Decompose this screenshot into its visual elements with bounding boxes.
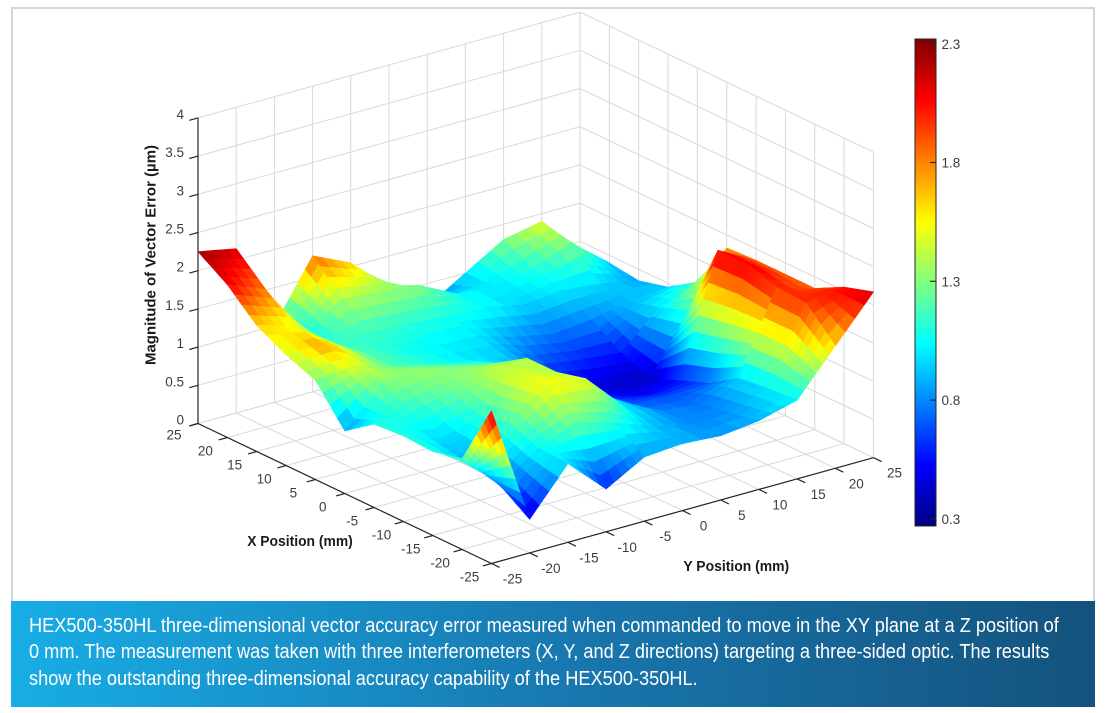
svg-text:25: 25 xyxy=(887,466,902,481)
svg-text:0: 0 xyxy=(700,519,708,534)
svg-text:1.3: 1.3 xyxy=(942,274,961,289)
svg-text:3: 3 xyxy=(176,183,184,198)
svg-text:10: 10 xyxy=(772,497,787,512)
svg-text:10: 10 xyxy=(257,472,272,487)
svg-text:1: 1 xyxy=(176,336,184,351)
svg-text:5: 5 xyxy=(290,486,298,501)
svg-text:0: 0 xyxy=(319,500,327,515)
svg-text:-10: -10 xyxy=(372,528,392,543)
svg-text:4: 4 xyxy=(176,107,184,122)
svg-text:-25: -25 xyxy=(460,570,480,585)
svg-text:-15: -15 xyxy=(579,550,599,565)
svg-text:0: 0 xyxy=(176,413,184,428)
svg-text:Y Position (mm): Y Position (mm) xyxy=(683,558,789,575)
svg-text:0.8: 0.8 xyxy=(942,393,961,408)
svg-text:0.3: 0.3 xyxy=(942,512,961,527)
svg-text:-5: -5 xyxy=(659,529,671,544)
svg-text:0.5: 0.5 xyxy=(165,374,184,389)
svg-text:20: 20 xyxy=(198,444,213,459)
svg-text:5: 5 xyxy=(738,508,746,523)
svg-text:-25: -25 xyxy=(503,572,523,587)
svg-text:-20: -20 xyxy=(541,561,561,576)
svg-text:15: 15 xyxy=(811,487,826,502)
svg-text:15: 15 xyxy=(227,458,242,473)
svg-text:-15: -15 xyxy=(401,542,421,557)
svg-text:2.3: 2.3 xyxy=(942,37,961,52)
svg-text:2.5: 2.5 xyxy=(165,222,184,237)
svg-text:-5: -5 xyxy=(346,514,358,529)
svg-text:20: 20 xyxy=(849,476,864,491)
svg-text:Magnitude of Vector Error (µm): Magnitude of Vector Error (µm) xyxy=(143,145,160,365)
svg-text:25: 25 xyxy=(166,428,181,443)
svg-text:X Position (mm): X Position (mm) xyxy=(247,533,353,550)
svg-text:1.8: 1.8 xyxy=(942,156,961,171)
svg-text:-20: -20 xyxy=(430,556,450,571)
svg-text:1.5: 1.5 xyxy=(165,298,184,313)
svg-text:3.5: 3.5 xyxy=(165,145,184,160)
svg-text:-10: -10 xyxy=(617,540,637,555)
svg-text:2: 2 xyxy=(176,260,184,275)
